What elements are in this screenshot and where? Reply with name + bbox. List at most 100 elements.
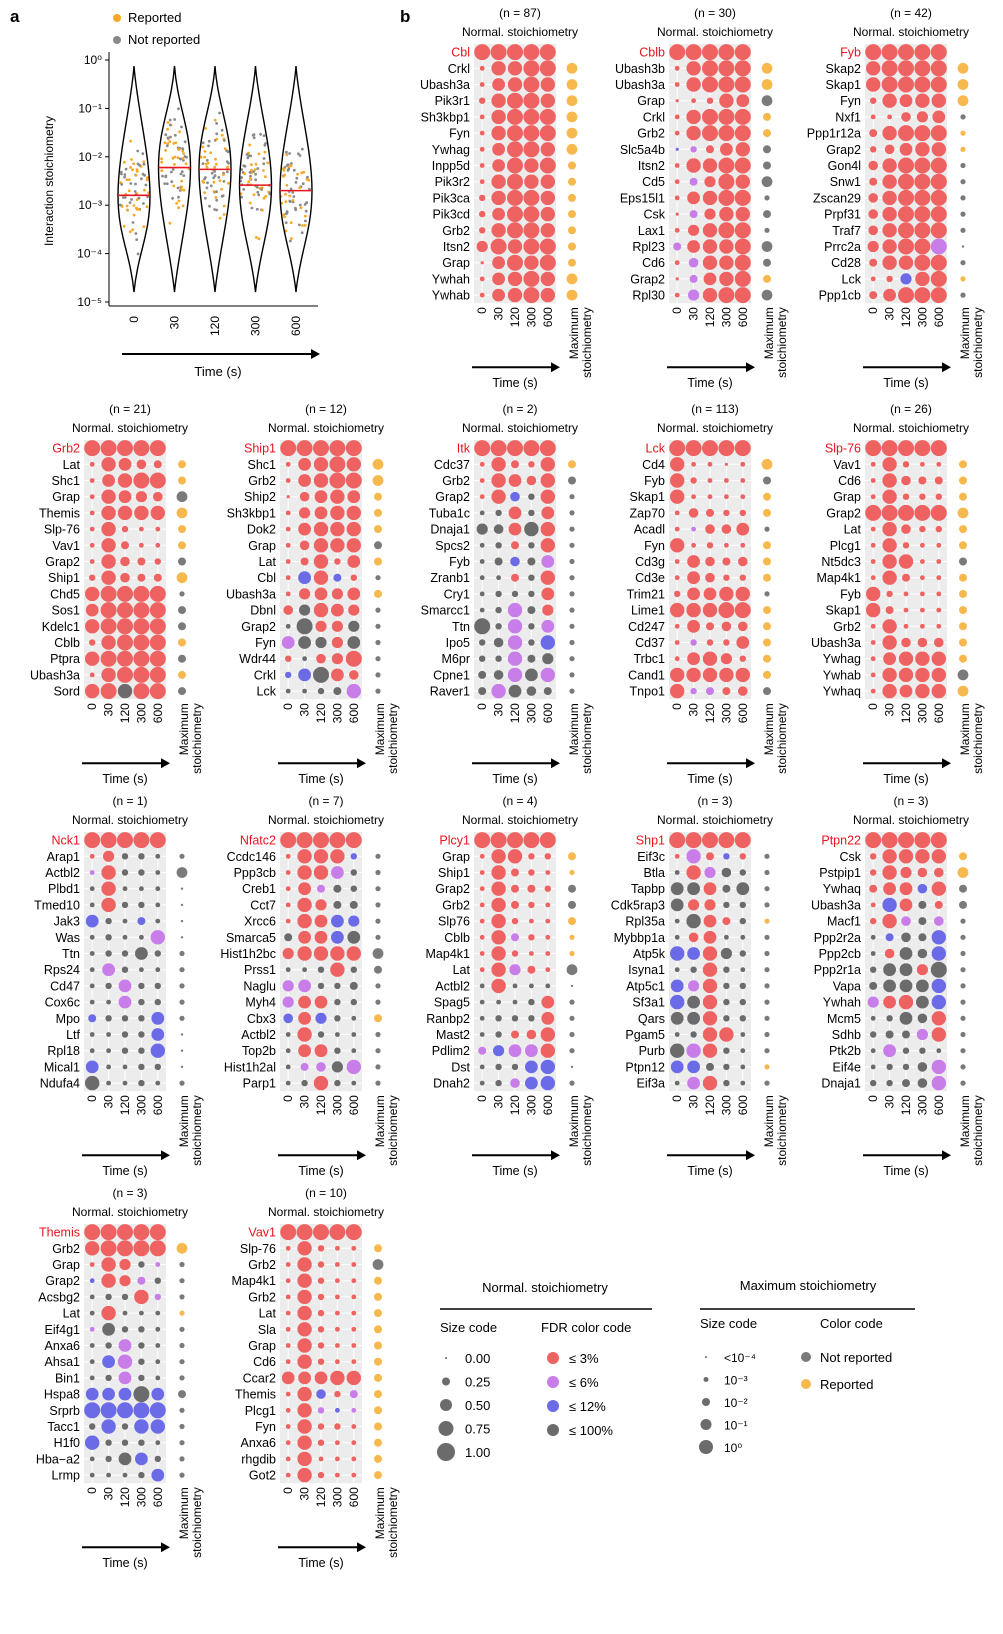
stoichiometry-dot xyxy=(317,1407,325,1414)
max-stoichiometry-dot xyxy=(374,1325,382,1334)
time-tick-label: 600 xyxy=(541,703,555,723)
time-tick-label: 300 xyxy=(330,703,344,723)
stoichiometry-dot xyxy=(688,224,700,236)
violin-point xyxy=(173,118,177,121)
stoichiometry-dot xyxy=(478,687,487,696)
max-stoichiometry-dot xyxy=(569,494,575,500)
stoichiometry-dot xyxy=(539,125,556,142)
stoichiometry-dot xyxy=(915,93,930,108)
stoichiometry-dot xyxy=(674,130,680,136)
violin-point xyxy=(125,204,129,208)
stoichiometry-dot xyxy=(686,1043,701,1058)
max-stoichiometry-dot xyxy=(764,1080,770,1086)
prey-label: Anxa6 xyxy=(241,1436,276,1450)
stoichiometry-dot xyxy=(351,1294,357,1300)
dotplot-n-count: (n = 4) xyxy=(502,794,537,808)
stoichiometry-dot xyxy=(117,683,133,699)
stoichiometry-dot xyxy=(88,1014,97,1023)
violin-point xyxy=(183,140,187,144)
max-stoichiometry-dot xyxy=(761,241,773,252)
violin-outline-0 xyxy=(117,65,151,293)
stoichiometry-dot xyxy=(491,865,506,880)
prey-label: Ship2 xyxy=(244,490,276,504)
stoichiometry-dot xyxy=(898,173,914,190)
violin-point xyxy=(249,177,252,181)
legend-size-label: 1.00 xyxy=(465,1445,490,1460)
stoichiometry-dot xyxy=(870,951,876,956)
stoichiometry-dot xyxy=(285,1080,291,1086)
prey-label: Grap2 xyxy=(826,506,861,520)
prey-label: Tuba1c xyxy=(429,506,470,520)
max-stoichiometry-dot xyxy=(372,948,384,959)
violin-point xyxy=(180,170,184,174)
stoichiometry-dot xyxy=(931,930,946,945)
stoichiometry-dot xyxy=(915,683,930,699)
stoichiometry-dot xyxy=(137,917,146,926)
stoichiometry-dot xyxy=(297,865,312,880)
prey-label: Shc1 xyxy=(52,474,81,488)
dotplot-normal-label: Normal. stoichiometry xyxy=(657,421,773,435)
stoichiometry-dot xyxy=(479,655,486,662)
violin-point xyxy=(126,208,129,212)
stoichiometry-dot xyxy=(85,1435,100,1450)
violin-point xyxy=(180,179,184,183)
violin-point xyxy=(177,107,180,111)
stoichiometry-dot xyxy=(491,849,506,864)
time-tick-label: 30 xyxy=(102,1095,116,1109)
stoichiometry-dot xyxy=(724,478,729,483)
violin-point xyxy=(213,174,217,178)
prey-label: Cd5 xyxy=(642,175,665,189)
violin-point xyxy=(164,174,168,178)
violin-point xyxy=(248,143,252,147)
stoichiometry-dot xyxy=(740,494,746,500)
prey-label: Slp-76 xyxy=(240,1242,276,1256)
stoichiometry-dot xyxy=(103,850,115,862)
max-stoichiometry-dot xyxy=(959,852,967,861)
stoichiometry-dot xyxy=(718,44,735,61)
prey-label: Grap2 xyxy=(435,882,470,896)
stoichiometry-dot xyxy=(491,473,506,488)
violin-point xyxy=(222,180,226,183)
stoichiometry-dot xyxy=(507,77,523,92)
time-tick-label: 30 xyxy=(883,703,897,717)
stoichiometry-dot xyxy=(507,189,523,206)
stoichiometry-dot xyxy=(155,886,161,892)
time-tick-label: 30 xyxy=(298,1095,312,1109)
violin-point xyxy=(172,184,176,188)
stoichiometry-dot xyxy=(101,1273,116,1288)
stoichiometry-dot xyxy=(703,882,717,896)
prey-label: Acadl xyxy=(634,523,665,537)
max-stoichiometry-dot xyxy=(763,129,771,138)
stoichiometry-dot xyxy=(870,688,876,694)
stoichiometry-dot xyxy=(687,1060,700,1074)
stoichiometry-dot xyxy=(479,163,485,168)
stoichiometry-dot xyxy=(524,521,539,537)
stoichiometry-dot xyxy=(870,853,877,860)
prey-label: Cry1 xyxy=(444,587,470,601)
stoichiometry-dot xyxy=(687,571,700,585)
stoichiometry-dot xyxy=(330,849,345,864)
stoichiometry-dot xyxy=(297,1027,312,1042)
max-label-line2: stoichiometry xyxy=(775,1095,789,1166)
max-label-line1: Maximum xyxy=(567,1095,581,1147)
stoichiometry-dot xyxy=(739,917,746,925)
stoichiometry-dot xyxy=(106,999,111,1005)
stoichiometry-dot xyxy=(914,440,931,457)
prey-label: Map4k1 xyxy=(817,571,862,585)
max-label-line1: Maximum xyxy=(567,307,581,359)
stoichiometry-dot xyxy=(346,946,361,961)
stoichiometry-dot xyxy=(723,901,730,909)
stoichiometry-dot xyxy=(887,114,892,120)
stoichiometry-dot xyxy=(331,620,343,632)
stoichiometry-dot xyxy=(930,206,947,223)
stoichiometry-dot xyxy=(702,832,718,849)
stoichiometry-dot xyxy=(545,870,551,875)
stoichiometry-dot xyxy=(297,1257,312,1272)
violin-point xyxy=(308,187,311,191)
stoichiometry-dot xyxy=(870,640,876,645)
stoichiometry-dot xyxy=(920,559,925,564)
max-stoichiometry-dot xyxy=(960,1031,966,1038)
stoichiometry-dot xyxy=(882,913,897,929)
stoichiometry-dot xyxy=(704,899,716,911)
legend-max-size-dot xyxy=(705,1356,707,1358)
